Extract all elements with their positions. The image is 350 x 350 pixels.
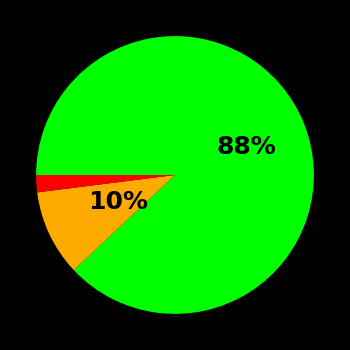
Text: 10%: 10% bbox=[89, 190, 148, 214]
Wedge shape bbox=[36, 36, 314, 314]
Text: 88%: 88% bbox=[216, 135, 276, 159]
Wedge shape bbox=[37, 175, 175, 270]
Wedge shape bbox=[36, 175, 175, 192]
